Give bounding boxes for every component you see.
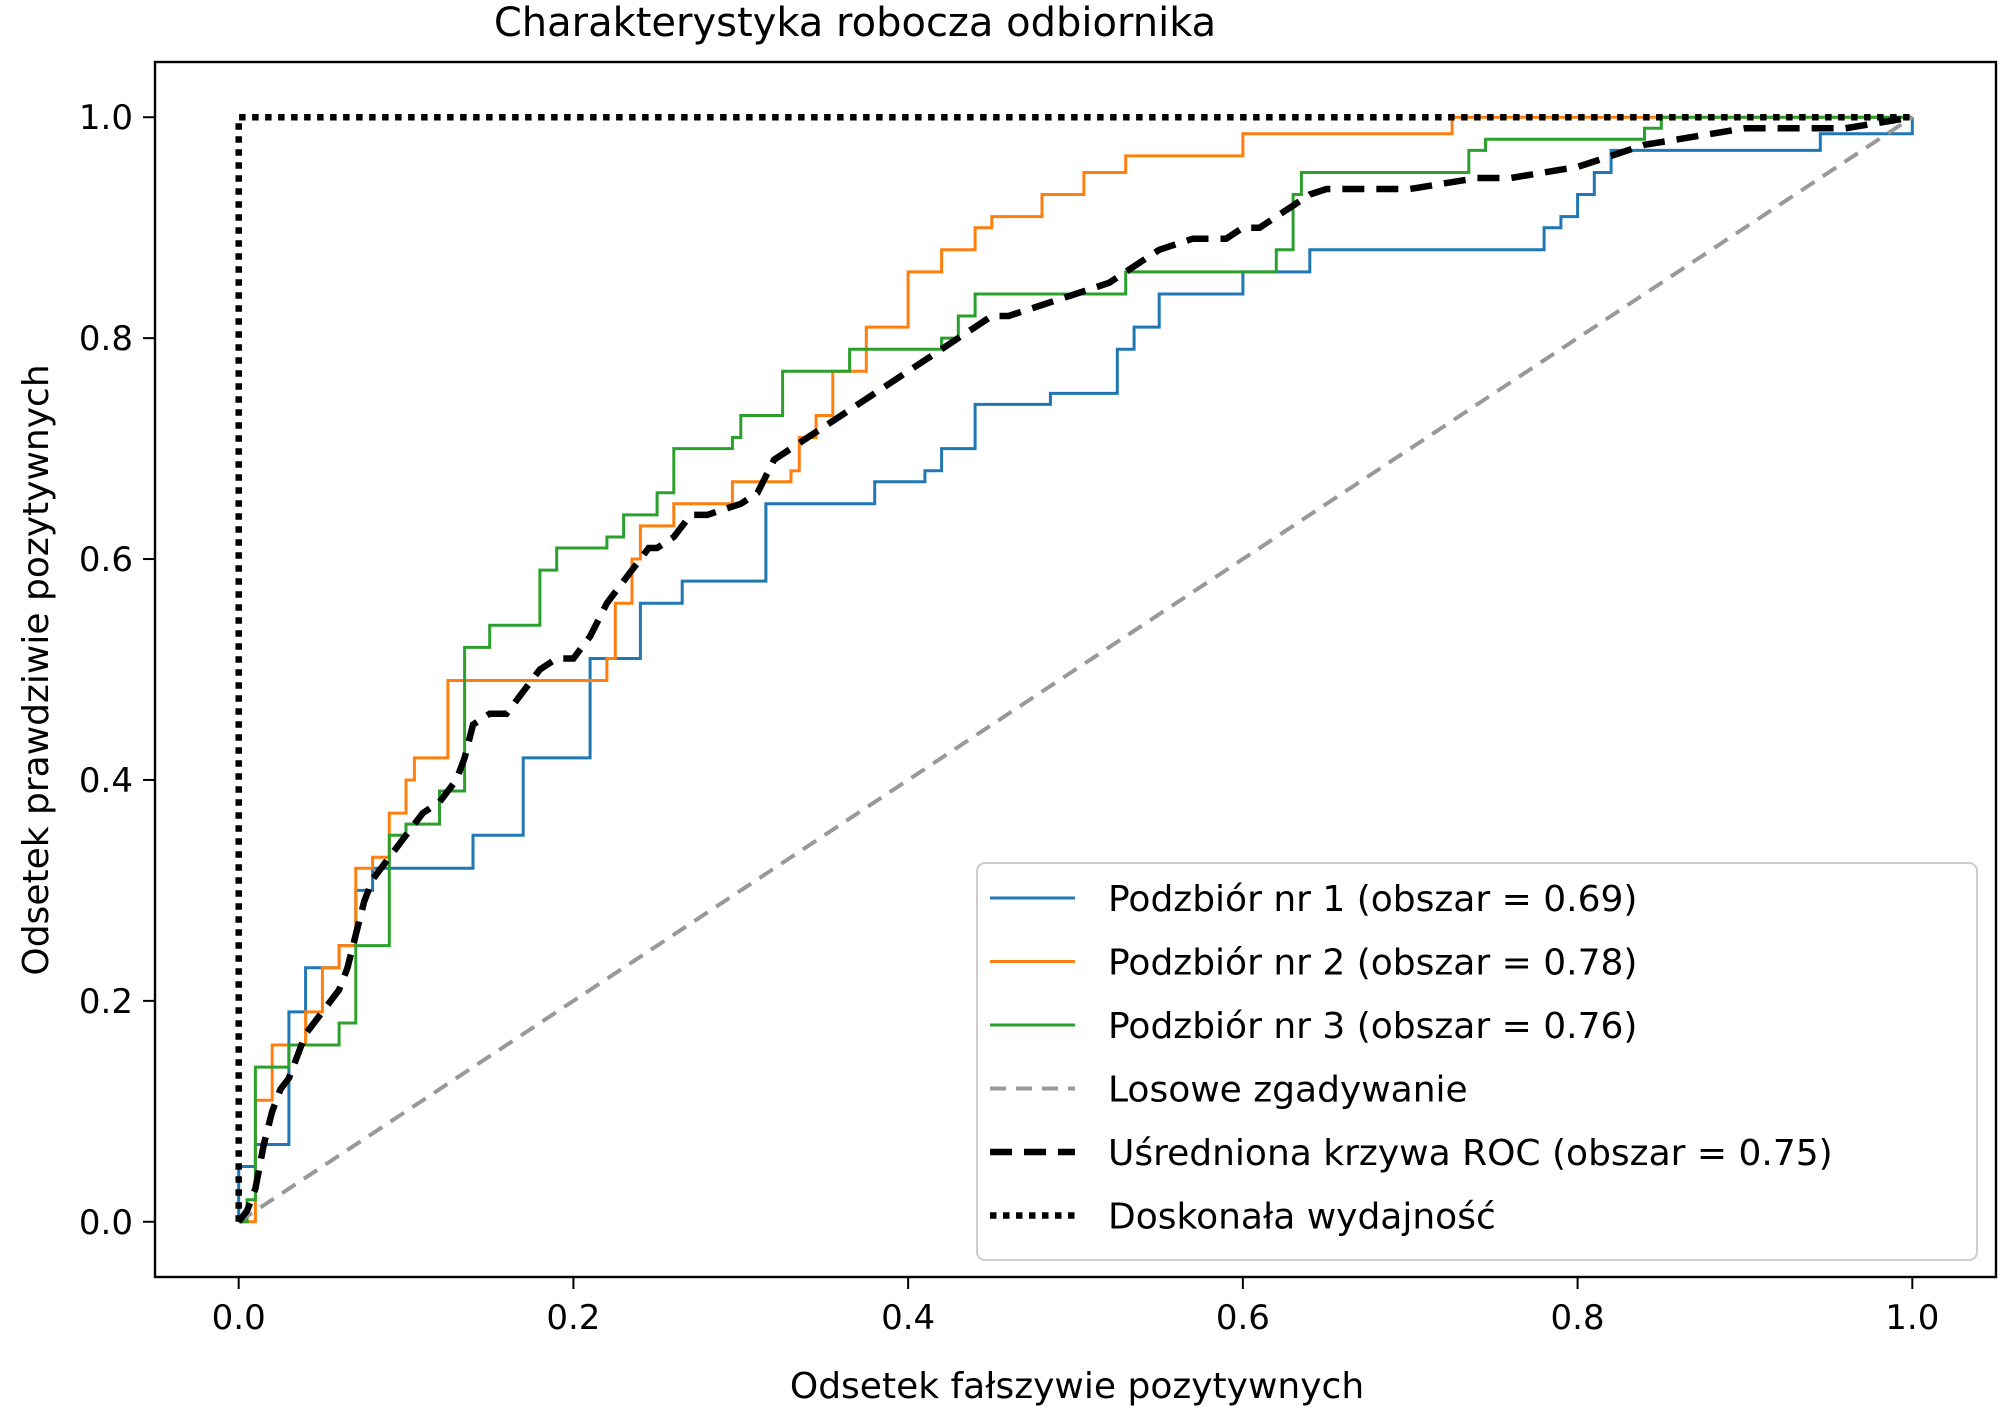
y-tick-label: 0.2 [79,982,133,1022]
x-tick-label: 1.0 [1885,1298,1939,1338]
y-tick-label: 0.8 [79,319,133,359]
series-4-line [237,115,1914,1224]
series-layer [235,113,1914,1224]
y-tick-label: 1.0 [79,98,133,138]
legend-label-4: Losowe zgadywanie [1108,1070,1468,1111]
y-axis-label: Odsetek prawdziwie pozytywnych [16,364,57,975]
legend-label-6: Doskonała wydajność [1108,1197,1496,1238]
series-2-line [238,115,1913,1224]
plot-frame [153,60,1998,1279]
legend-label-5: Uśredniona krzywa ROC (obszar = 0.75) [1108,1133,1833,1174]
series-6-line [235,113,1913,1222]
legend-box [976,862,1978,1261]
legend-label-2: Podzbiór nr 2 (obszar = 0.78) [1108,943,1637,984]
series-3-line [238,115,1913,1224]
x-tick-label: 0.0 [212,1298,266,1338]
y-tick-label: 0.0 [79,1203,133,1243]
y-tick-label: 0.4 [79,761,133,801]
y-axis-ticks: 0.0 0.2 0.4 0.6 0.8 1.0 [79,98,155,1243]
chart-title: Charakterystyka robocza odbiornika [494,0,1216,46]
x-tick-label: 0.4 [881,1298,935,1338]
series-5-line [236,113,1913,1224]
legend: Podzbiór nr 1 (obszar = 0.69) Podzbiór nr… [976,862,1978,1261]
legend-label-1: Podzbiór nr 1 (obszar = 0.69) [1108,879,1637,920]
x-tick-label: 0.6 [1216,1298,1270,1338]
legend-label-3: Podzbiór nr 3 (obszar = 0.76) [1108,1006,1637,1047]
x-axis-label: Odsetek fałszywie pozytywnych [790,1366,1364,1407]
x-tick-label: 0.2 [546,1298,600,1338]
y-tick-label: 0.6 [79,540,133,580]
x-axis-ticks: 0.0 0.2 0.4 0.6 0.8 1.0 [212,1277,1939,1338]
x-tick-label: 0.8 [1551,1298,1605,1338]
